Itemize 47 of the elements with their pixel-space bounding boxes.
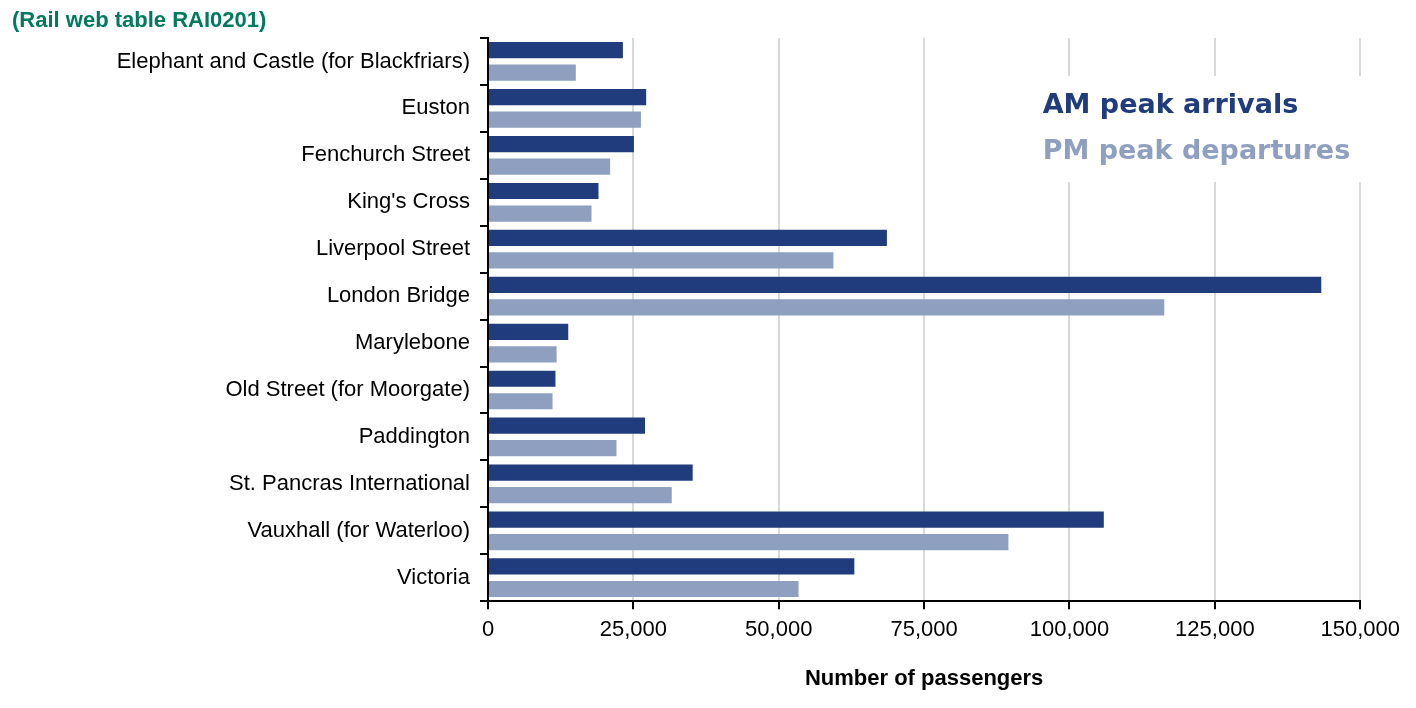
bar [489, 182, 599, 200]
x-tick-label: 150,000 [1320, 616, 1400, 642]
bar [489, 89, 647, 106]
y-tick-label: Marylebone [355, 329, 470, 355]
x-tick-label: 0 [481, 616, 495, 642]
y-tick-label: St. Pancras International [229, 469, 470, 495]
y-tick-label: Elephant and Castle (for Blackfriars) [116, 47, 470, 73]
x-tick-label: 125,000 [1175, 616, 1255, 642]
y-tick-label: Paddington [358, 423, 470, 448]
x-axis-title: Number of passengers [804, 664, 1044, 690]
bar [489, 135, 634, 153]
bar [489, 558, 855, 575]
bar [489, 533, 1009, 551]
y-tick-label: Liverpool Street [315, 235, 470, 261]
bar [489, 299, 1165, 316]
bar [489, 252, 834, 269]
y-tick-label: Victoria [397, 563, 471, 589]
bar [489, 511, 1104, 528]
bar [489, 64, 576, 81]
bar [489, 205, 592, 222]
y-tick-label: Vauxhall (for Waterloo) [247, 516, 470, 542]
x-tick-label: 100,000 [1029, 616, 1110, 642]
bar [489, 440, 617, 457]
y-tick-label: King's Cross [347, 188, 470, 214]
x-tick-label: 75,000 [890, 616, 958, 642]
bar [489, 580, 799, 598]
y-tick-label: London Bridge [326, 282, 470, 308]
y-tick-label: Old Street (for Moorgate) [225, 376, 470, 402]
bar [489, 229, 887, 247]
bar [489, 346, 557, 363]
bar [489, 487, 672, 504]
text: (Rail web table RAI0201) [12, 7, 267, 33]
bar [489, 393, 553, 410]
x-tick-label: 50,000 [745, 616, 813, 642]
bar [489, 323, 569, 340]
bar [489, 417, 645, 434]
text: PM peak departures [1042, 134, 1351, 166]
bar [489, 464, 693, 481]
bar [489, 42, 623, 59]
bar [489, 158, 611, 175]
text: AM peak arrivals [1042, 88, 1299, 120]
bar [489, 276, 1322, 293]
y-tick-label: Euston [401, 94, 470, 120]
bar [489, 111, 641, 128]
y-tick-label: Fenchurch Street [301, 141, 470, 167]
x-tick-label: 25,000 [599, 616, 668, 642]
bar [489, 370, 556, 387]
